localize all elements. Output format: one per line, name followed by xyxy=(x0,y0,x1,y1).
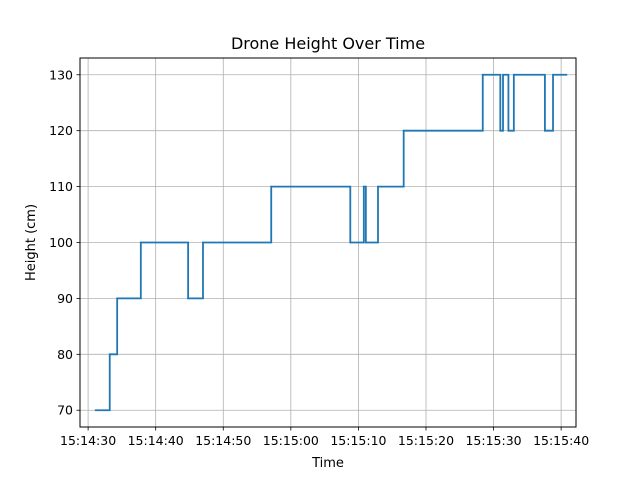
data-point xyxy=(402,129,405,132)
height-series-line xyxy=(95,73,567,412)
data-point xyxy=(362,185,365,188)
data-point xyxy=(502,73,504,76)
x-tick-label: 15:15:30 xyxy=(465,433,521,448)
data-point xyxy=(139,241,142,244)
data-point xyxy=(116,297,119,300)
plot-frame xyxy=(79,57,577,428)
data-point xyxy=(364,241,367,244)
x-axis-label: Time xyxy=(311,456,344,471)
y-tick-label: 100 xyxy=(49,235,73,250)
data-point xyxy=(377,185,379,188)
x-tick-label: 15:15:10 xyxy=(330,433,386,448)
x-tick-label: 15:14:50 xyxy=(195,433,251,448)
y-tick-label: 130 xyxy=(49,67,73,82)
data-point xyxy=(552,73,554,76)
data-point xyxy=(187,297,190,300)
data-point xyxy=(512,73,515,76)
y-tick-label: 110 xyxy=(49,179,73,194)
data-point xyxy=(515,73,518,76)
y-tick-label: 70 xyxy=(57,403,73,418)
x-tick-label: 15:14:40 xyxy=(128,433,184,448)
data-point xyxy=(481,73,484,76)
y-tick-label: 120 xyxy=(49,123,73,138)
data-point xyxy=(94,409,97,412)
data-point xyxy=(108,353,111,356)
ticks: 15:14:30 15:14:40 15:14:50 15:15:00 15:15:10… xyxy=(49,67,589,448)
data-point xyxy=(544,129,546,132)
x-tick-label: 15:15:20 xyxy=(398,433,454,448)
data-point xyxy=(499,129,502,132)
chart-title: Drone Height Over Time xyxy=(231,34,425,53)
data-point xyxy=(202,241,204,244)
x-tick-label: 15:14:30 xyxy=(60,433,116,448)
y-tick-label: 90 xyxy=(57,291,73,306)
x-tick-label: 15:15:40 xyxy=(533,433,589,448)
y-tick-label: 80 xyxy=(57,347,73,362)
data-point xyxy=(349,241,352,244)
data-point xyxy=(565,73,568,76)
x-tick-label: 15:15:00 xyxy=(263,433,319,448)
data-point xyxy=(507,129,510,132)
data-point xyxy=(270,185,273,188)
y-axis-label: Height (cm) xyxy=(24,204,39,281)
series-layer xyxy=(94,73,568,412)
